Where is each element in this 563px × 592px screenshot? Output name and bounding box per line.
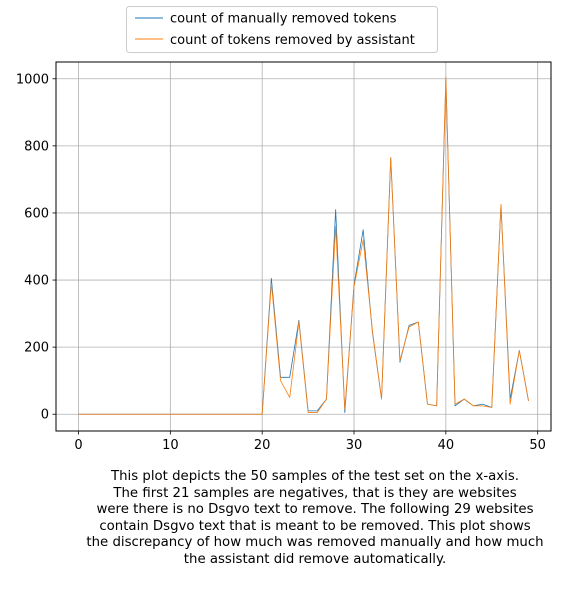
plot-frame: [55, 61, 552, 432]
figure-caption: This plot depicts the 50 samples of the …: [45, 469, 563, 569]
x-tick-label: 0: [74, 438, 82, 453]
caption-line: were there is no Dsgvo text to remove. T…: [96, 502, 534, 518]
y-tick-label: 1000: [16, 72, 49, 87]
y-tick-label: 200: [24, 341, 49, 356]
caption-line: This plot depicts the 50 samples of the …: [110, 469, 519, 484]
x-tick-label: 30: [346, 438, 363, 453]
x-tick-label: 20: [254, 438, 271, 453]
caption-line: contain Dsgvo text that is meant to be r…: [99, 518, 531, 534]
x-tick-label: 50: [529, 438, 546, 453]
legend-frame: [126, 6, 438, 53]
caption-line: The first 21 samples are negatives, that…: [113, 485, 517, 501]
legend-label-assistant: count of tokens removed by assistant: [170, 33, 415, 48]
y-tick-label: 800: [24, 139, 49, 154]
y-tick-label: 600: [24, 206, 49, 221]
x-tick-label: 40: [438, 438, 455, 453]
legend-label-manual: count of manually removed tokens: [170, 12, 397, 27]
y-axis-ticks: 0 200 400 600 800 1000: [16, 72, 56, 423]
y-tick-label: 0: [41, 408, 49, 423]
series-layer: [78, 76, 529, 415]
caption-line: the assistant did remove automatically.: [183, 551, 447, 567]
grid: [56, 62, 551, 431]
series-line-1: [78, 76, 529, 415]
legend: count of manually removed tokens count o…: [126, 6, 438, 53]
x-tick-label: 10: [162, 438, 179, 453]
caption-line: the discrepancy of how much was removed …: [86, 535, 544, 551]
y-tick-label: 400: [24, 274, 49, 289]
axes: [55, 61, 552, 432]
x-axis-ticks: 0 10 20 30 40 50: [74, 431, 546, 453]
